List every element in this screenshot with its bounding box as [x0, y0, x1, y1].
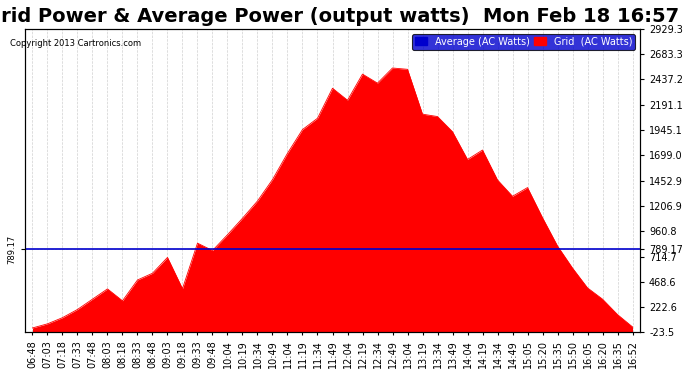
Title: Grid Power & Average Power (output watts)  Mon Feb 18 16:57: Grid Power & Average Power (output watts… — [0, 7, 680, 26]
Legend: Average (AC Watts), Grid  (AC Watts): Average (AC Watts), Grid (AC Watts) — [412, 34, 635, 50]
Text: Copyright 2013 Cartronics.com: Copyright 2013 Cartronics.com — [10, 39, 141, 48]
